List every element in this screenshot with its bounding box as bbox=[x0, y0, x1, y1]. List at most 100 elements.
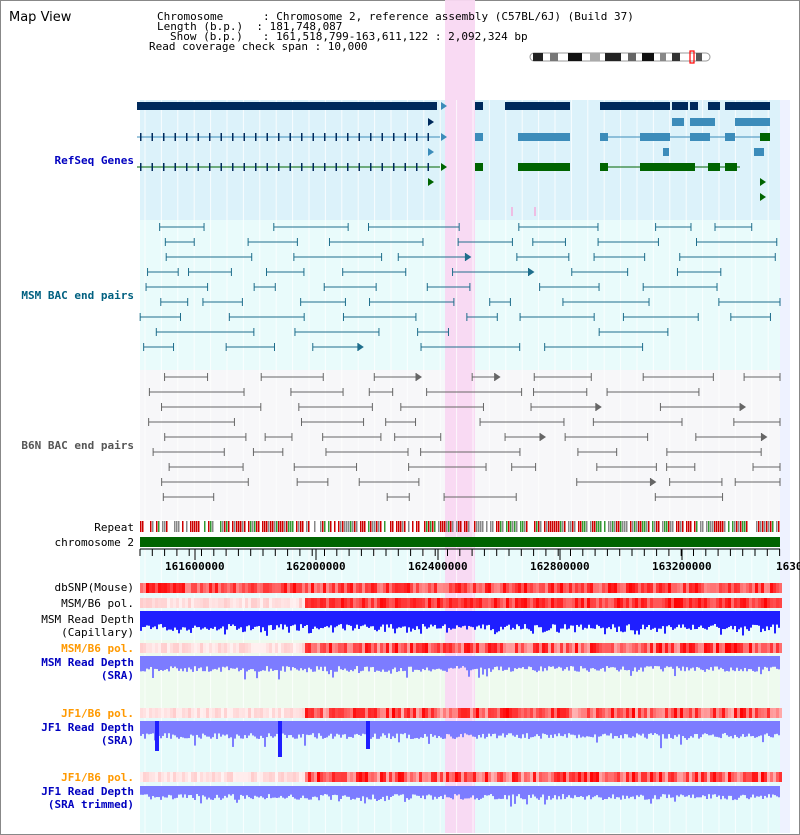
jf1-depth-sra-label[interactable]: JF1 Read Depth bbox=[41, 721, 134, 734]
msm-sra-depth-bar bbox=[618, 656, 620, 672]
jf1-sra-depth-bar bbox=[496, 721, 498, 739]
polymorphism-cell bbox=[629, 772, 632, 782]
polymorphism-cell bbox=[227, 643, 230, 653]
msm-sra-depth-bar bbox=[492, 656, 494, 670]
polymorphism-cell bbox=[656, 772, 659, 782]
jf1-trimmed-depth-bar bbox=[474, 786, 476, 800]
repeat-block bbox=[232, 521, 234, 532]
msm-b6-pol-sra-label[interactable]: MSM/B6 pol. bbox=[61, 642, 134, 655]
msm-capillary-depth-bar bbox=[556, 611, 558, 632]
repeat-block bbox=[586, 521, 588, 532]
jf1-trimmed-depth-bar bbox=[228, 786, 230, 795]
repeat-block bbox=[556, 521, 558, 532]
msm-capillary-depth-bar bbox=[332, 611, 334, 633]
polymorphism-cell bbox=[779, 598, 782, 608]
jf1-sra-depth-bar bbox=[542, 721, 544, 734]
b6n-bac-track-label[interactable]: B6N BAC end pairs bbox=[21, 439, 134, 452]
polymorphism-cell bbox=[155, 708, 158, 718]
polymorphism-cell bbox=[590, 583, 593, 593]
msm-sra-depth-bar bbox=[464, 656, 466, 668]
polymorphism-cell bbox=[314, 772, 317, 782]
msm-capillary-depth-bar bbox=[214, 611, 216, 627]
jf1-sra-depth-bar bbox=[406, 721, 408, 739]
jf1-trimmed-depth-bar bbox=[776, 786, 778, 797]
polymorphism-cell bbox=[224, 583, 227, 593]
repeat-track-label[interactable]: Repeat bbox=[94, 521, 134, 534]
msm-capillary-depth-bar bbox=[278, 611, 280, 628]
jf1-trimmed-depth-bar bbox=[608, 786, 610, 798]
jf1-trimmed-depth-bar bbox=[582, 786, 584, 797]
polymorphism-cell bbox=[695, 772, 698, 782]
polymorphism-cell bbox=[638, 583, 641, 593]
polymorphism-cell bbox=[638, 598, 641, 608]
polymorphism-cell bbox=[191, 772, 194, 782]
jf1-trimmed-depth-bar bbox=[364, 786, 366, 804]
jf1-trimmed-depth-bar bbox=[478, 786, 480, 800]
msm-sra-depth-bar bbox=[762, 656, 764, 670]
chromosome-track-label[interactable]: chromosome 2 bbox=[54, 536, 134, 549]
polymorphism-cell bbox=[704, 643, 707, 653]
jf1-sra-depth-bar bbox=[670, 721, 672, 738]
polymorphism-cell bbox=[752, 598, 755, 608]
jf1-sra-depth-bar bbox=[364, 721, 366, 735]
msm-capillary-depth-bar bbox=[296, 611, 298, 631]
jf1-b6-pol-sra-label[interactable]: JF1/B6 pol. bbox=[61, 707, 134, 720]
msm-capillary-depth-bar bbox=[270, 611, 272, 626]
jf1-sra-depth-bar bbox=[426, 721, 428, 737]
polymorphism-cell bbox=[266, 583, 269, 593]
msm-capillary-depth-bar bbox=[726, 611, 728, 629]
strand-arrow bbox=[740, 403, 747, 411]
polymorphism-cell bbox=[308, 772, 311, 782]
polymorphism-cell bbox=[167, 772, 170, 782]
msm-capillary-depth-bar bbox=[264, 611, 266, 631]
repeat-block bbox=[562, 521, 564, 532]
polymorphism-cell bbox=[377, 708, 380, 718]
polymorphism-cell bbox=[473, 598, 476, 608]
polymorphism-cell bbox=[284, 708, 287, 718]
msm-capillary-depth-bar bbox=[254, 611, 256, 627]
polymorphism-cell bbox=[551, 583, 554, 593]
polymorphism-cell bbox=[335, 643, 338, 653]
jf1-b6-pol-trimmed-label[interactable]: JF1/B6 pol. bbox=[61, 771, 134, 784]
refseq-exon bbox=[416, 163, 418, 171]
msm-sra-depth-bar bbox=[500, 656, 502, 667]
msm-sra-depth-bar bbox=[432, 656, 434, 670]
repeat-block bbox=[712, 521, 714, 532]
repeat-block bbox=[238, 521, 240, 532]
jf1-trimmed-depth-bar bbox=[408, 786, 410, 800]
polymorphism-cell bbox=[218, 583, 221, 593]
polymorphism-cell bbox=[296, 708, 299, 718]
jf1-depth-trimmed-label[interactable]: JF1 Read Depth bbox=[41, 785, 134, 798]
refseq-track-label[interactable]: RefSeq Genes bbox=[54, 154, 134, 167]
msm-capillary-depth-bar bbox=[576, 611, 578, 625]
jf1-trimmed-depth-bar bbox=[232, 786, 234, 795]
msm-sra-depth-bar bbox=[494, 656, 496, 668]
msm-depth-capillary-label[interactable]: MSM Read Depth bbox=[41, 613, 134, 626]
polymorphism-cell bbox=[293, 708, 296, 718]
repeat-block bbox=[194, 521, 196, 532]
jf1-sra-depth-bar bbox=[678, 721, 680, 735]
jf1-trimmed-depth-bar bbox=[244, 786, 246, 799]
polymorphism-cell bbox=[365, 772, 368, 782]
jf1-sra-depth-bar bbox=[200, 721, 202, 739]
jf1-sra-depth-bar bbox=[394, 721, 396, 739]
polymorphism-cell bbox=[599, 583, 602, 593]
jf1-trimmed-depth-bar bbox=[464, 786, 466, 799]
msm-b6-pol-capillary-label[interactable]: MSM/B6 pol. bbox=[61, 597, 134, 610]
msm-depth-sra-label[interactable]: MSM Read Depth bbox=[41, 656, 134, 669]
repeat-block bbox=[764, 521, 766, 532]
polymorphism-cell bbox=[524, 708, 527, 718]
msm-bac-track-label[interactable]: MSM BAC end pairs bbox=[21, 289, 134, 302]
jf1-trimmed-depth-bar bbox=[614, 786, 616, 799]
jf1-sra-depth-bar bbox=[484, 721, 486, 739]
polymorphism-cell bbox=[371, 583, 374, 593]
jf1-trimmed-depth-bar bbox=[236, 786, 238, 803]
dbsnp-track-label[interactable]: dbSNP(Mouse) bbox=[54, 581, 134, 594]
jf1-trimmed-depth-bar bbox=[212, 786, 214, 800]
polymorphism-cell bbox=[509, 598, 512, 608]
polymorphism-cell bbox=[446, 598, 449, 608]
polymorphism-cell bbox=[731, 772, 734, 782]
polymorphism-cell bbox=[164, 772, 167, 782]
repeat-block bbox=[690, 521, 692, 532]
